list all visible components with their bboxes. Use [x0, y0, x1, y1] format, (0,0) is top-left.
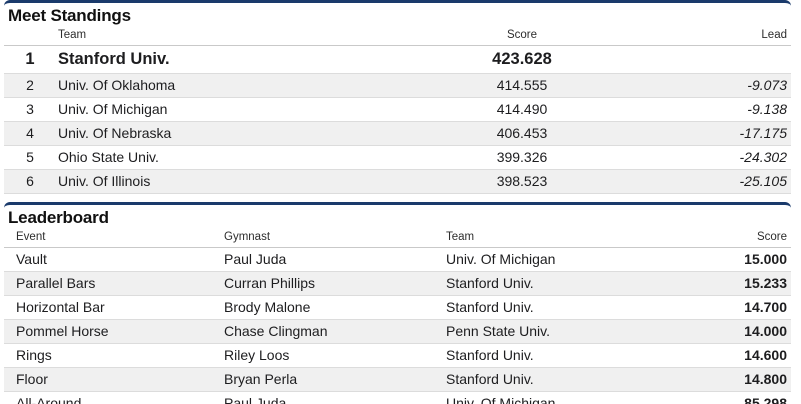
leaderboard-row: Parallel Bars Curran Phillips Stanford U… — [4, 271, 791, 296]
leaderboard-row: Vault Paul Juda Univ. Of Michigan 15.000 — [4, 247, 791, 272]
standings-lead-cell — [628, 45, 791, 74]
leaderboard-team-cell: Stanford Univ. — [444, 271, 671, 296]
leaderboard-gymnast-header: Gymnast — [222, 229, 444, 248]
leaderboard-team-cell: Stanford Univ. — [444, 367, 671, 392]
standings-row: 5 Ohio State Univ. 399.326 -24.302 — [4, 145, 791, 170]
leaderboard-card: Leaderboard Event Gymnast Team Score Vau… — [4, 202, 791, 404]
standings-team-cell: Ohio State Univ. — [56, 145, 416, 170]
standings-team-cell: Stanford Univ. — [56, 45, 416, 74]
standings-team-header: Team — [56, 27, 416, 46]
leaderboard-score-cell: 14.600 — [671, 343, 791, 368]
standings-score-cell: 398.523 — [416, 169, 628, 194]
standings-rank-header — [4, 27, 56, 46]
standings-score-header: Score — [416, 27, 628, 46]
leaderboard-table: Event Gymnast Team Score Vault Paul Juda… — [4, 229, 791, 404]
leaderboard-team-cell: Univ. Of Michigan — [444, 247, 671, 272]
standings-header-row: Team Score Lead — [4, 27, 791, 46]
leaderboard-event-header: Event — [4, 229, 222, 248]
standings-row: 3 Univ. Of Michigan 414.490 -9.138 — [4, 97, 791, 122]
leaderboard-score-cell: 15.000 — [671, 247, 791, 272]
leaderboard-score-cell: 14.000 — [671, 319, 791, 344]
standings-score-cell: 399.326 — [416, 145, 628, 170]
standings-score-cell: 414.555 — [416, 73, 628, 98]
standings-lead-cell: -25.105 — [628, 169, 791, 194]
leaderboard-gymnast-cell: Paul Juda — [222, 247, 444, 272]
standings-rank-cell: 5 — [4, 145, 56, 170]
leaderboard-event-cell: Floor — [4, 367, 222, 392]
meet-standings-card: Meet Standings Team Score Lead 1 Stanfor… — [4, 0, 791, 194]
leaderboard-team-cell: Stanford Univ. — [444, 295, 671, 320]
leaderboard-score-header: Score — [671, 229, 791, 248]
leaderboard-score-cell: 15.233 — [671, 271, 791, 296]
standings-lead-cell: -17.175 — [628, 121, 791, 146]
standings-score-cell: 423.628 — [416, 45, 628, 74]
meet-standings-table: Team Score Lead 1 Stanford Univ. 423.628… — [4, 27, 791, 194]
leaderboard-event-cell: Horizontal Bar — [4, 295, 222, 320]
leaderboard-event-cell: Pommel Horse — [4, 319, 222, 344]
standings-row: 1 Stanford Univ. 423.628 — [4, 45, 791, 74]
standings-rank-cell: 2 — [4, 73, 56, 98]
leaderboard-row: Horizontal Bar Brody Malone Stanford Uni… — [4, 295, 791, 320]
leaderboard-event-cell: Vault — [4, 247, 222, 272]
leaderboard-gymnast-cell: Brody Malone — [222, 295, 444, 320]
leaderboard-score-cell: 85.298 — [671, 391, 791, 404]
leaderboard-event-cell: All-Around — [4, 391, 222, 404]
leaderboard-score-cell: 14.700 — [671, 295, 791, 320]
standings-row: 4 Univ. Of Nebraska 406.453 -17.175 — [4, 121, 791, 146]
leaderboard-team-header: Team — [444, 229, 671, 248]
standings-team-cell: Univ. Of Oklahoma — [56, 73, 416, 98]
leaderboard-gymnast-cell: Bryan Perla — [222, 367, 444, 392]
leaderboard-gymnast-cell: Curran Phillips — [222, 271, 444, 296]
meet-standings-title: Meet Standings — [8, 6, 131, 25]
standings-lead-cell: -9.073 — [628, 73, 791, 98]
standings-team-cell: Univ. Of Nebraska — [56, 121, 416, 146]
leaderboard-team-cell: Penn State Univ. — [444, 319, 671, 344]
standings-lead-cell: -9.138 — [628, 97, 791, 122]
leaderboard-team-cell: Stanford Univ. — [444, 343, 671, 368]
standings-score-cell: 414.490 — [416, 97, 628, 122]
leaderboard-row: Pommel Horse Chase Clingman Penn State U… — [4, 319, 791, 344]
standings-lead-header: Lead — [628, 27, 791, 46]
standings-rank-cell: 6 — [4, 169, 56, 194]
standings-rank-cell: 1 — [4, 45, 56, 74]
leaderboard-score-cell: 14.800 — [671, 367, 791, 392]
standings-rank-cell: 4 — [4, 121, 56, 146]
leaderboard-gymnast-cell: Chase Clingman — [222, 319, 444, 344]
leaderboard-event-cell: Rings — [4, 343, 222, 368]
leaderboard-header-row: Event Gymnast Team Score — [4, 229, 791, 248]
standings-score-cell: 406.453 — [416, 121, 628, 146]
standings-team-cell: Univ. Of Michigan — [56, 97, 416, 122]
standings-row: 6 Univ. Of Illinois 398.523 -25.105 — [4, 169, 791, 194]
leaderboard-gymnast-cell: Riley Loos — [222, 343, 444, 368]
leaderboard-event-cell: Parallel Bars — [4, 271, 222, 296]
standings-row: 2 Univ. Of Oklahoma 414.555 -9.073 — [4, 73, 791, 98]
standings-lead-cell: -24.302 — [628, 145, 791, 170]
standings-team-cell: Univ. Of Illinois — [56, 169, 416, 194]
leaderboard-title: Leaderboard — [8, 208, 109, 227]
leaderboard-row: Rings Riley Loos Stanford Univ. 14.600 — [4, 343, 791, 368]
standings-rank-cell: 3 — [4, 97, 56, 122]
leaderboard-row: Floor Bryan Perla Stanford Univ. 14.800 — [4, 367, 791, 392]
leaderboard-row: All-Around Paul Juda Univ. Of Michigan 8… — [4, 391, 791, 404]
leaderboard-team-cell: Univ. Of Michigan — [444, 391, 671, 404]
leaderboard-gymnast-cell: Paul Juda — [222, 391, 444, 404]
